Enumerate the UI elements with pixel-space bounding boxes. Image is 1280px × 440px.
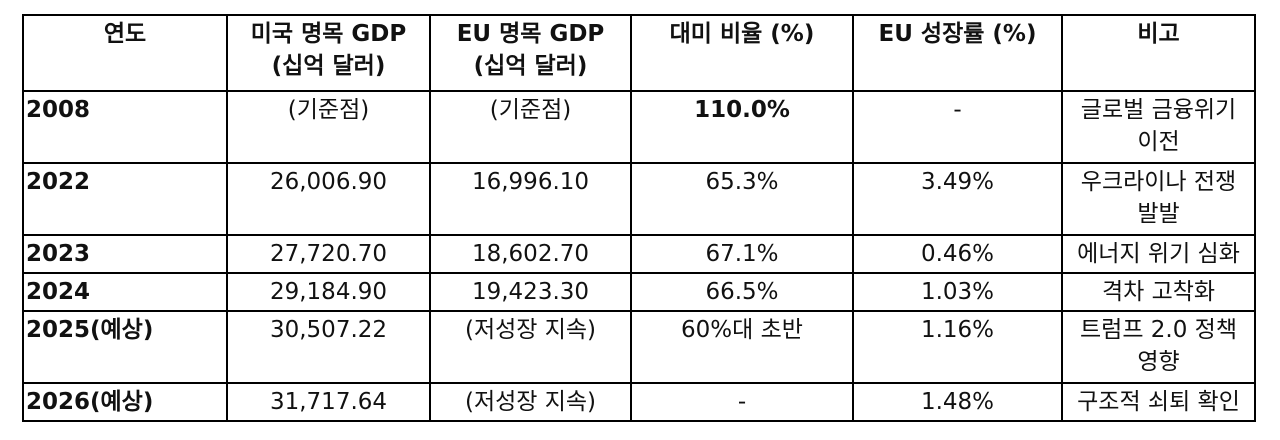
ratio-cell: 66.5% xyxy=(630,272,854,312)
header-us-gdp-label: 미국 명목 GDP xyxy=(250,21,407,47)
eu-gdp-cell: 16,996.10 xyxy=(429,162,632,236)
growth-cell: 1.48% xyxy=(852,382,1063,422)
header-note-label: 비고 xyxy=(1137,21,1180,47)
header-us-gdp: 미국 명목 GDP (십억 달러) xyxy=(226,14,431,92)
note-cell: 글로벌 금융위기 이전 xyxy=(1061,90,1256,164)
growth-cell: - xyxy=(852,90,1063,164)
year-cell: 2024 xyxy=(22,272,228,312)
header-row: 연도 미국 명목 GDP (십억 달러) EU 명목 GDP (십억 달러) 대… xyxy=(22,14,1256,92)
us-gdp-cell: (기준점) xyxy=(226,90,431,164)
table-row: 2025(예상) 30,507.22 (저성장 지속) 60%대 초반 1.16… xyxy=(22,310,1256,384)
note-cell: 구조적 쇠퇴 확인 xyxy=(1061,382,1256,422)
note-cell: 트럼프 2.0 정책 영향 xyxy=(1061,310,1256,384)
header-year-label: 연도 xyxy=(103,21,147,47)
growth-cell: 0.46% xyxy=(852,234,1063,274)
header-eu-gdp-label: EU 명목 GDP xyxy=(456,21,605,47)
header-ratio: 대미 비율 (%) xyxy=(630,14,854,92)
growth-cell: 1.03% xyxy=(852,272,1063,312)
table-row: 2022 26,006.90 16,996.10 65.3% 3.49% 우크라… xyxy=(22,162,1256,236)
note-cell: 격차 고착화 xyxy=(1061,272,1256,312)
header-note: 비고 xyxy=(1061,14,1256,92)
header-eu-gdp: EU 명목 GDP (십억 달러) xyxy=(429,14,632,92)
us-gdp-cell: 30,507.22 xyxy=(226,310,431,384)
header-ratio-label: 대미 비율 (%) xyxy=(669,21,815,47)
table-row: 2024 29,184.90 19,423.30 66.5% 1.03% 격차 … xyxy=(22,272,1256,312)
year-cell: 2025(예상) xyxy=(22,310,228,384)
table-row: 2026(예상) 31,717.64 (저성장 지속) - 1.48% 구조적 … xyxy=(22,382,1256,422)
ratio-cell: - xyxy=(630,382,854,422)
us-gdp-cell: 29,184.90 xyxy=(226,272,431,312)
year-cell: 2022 xyxy=(22,162,228,236)
us-gdp-cell: 27,720.70 xyxy=(226,234,431,274)
header-growth: EU 성장률 (%) xyxy=(852,14,1063,92)
header-growth-label: EU 성장률 (%) xyxy=(878,21,1037,47)
growth-cell: 3.49% xyxy=(852,162,1063,236)
ratio-cell: 110.0% xyxy=(630,90,854,164)
growth-cell: 1.16% xyxy=(852,310,1063,384)
eu-gdp-cell: 19,423.30 xyxy=(429,272,632,312)
ratio-cell: 67.1% xyxy=(630,234,854,274)
year-cell: 2008 xyxy=(22,90,228,164)
table-row: 2008 (기준점) (기준점) 110.0% - 글로벌 금융위기 이전 xyxy=(22,90,1256,164)
us-gdp-cell: 26,006.90 xyxy=(226,162,431,236)
eu-gdp-cell: 18,602.70 xyxy=(429,234,632,274)
gdp-comparison-table: 연도 미국 명목 GDP (십억 달러) EU 명목 GDP (십억 달러) 대… xyxy=(22,14,1256,422)
year-cell: 2026(예상) xyxy=(22,382,228,422)
eu-gdp-cell: (기준점) xyxy=(429,90,632,164)
note-cell: 우크라이나 전쟁 발발 xyxy=(1061,162,1256,236)
eu-gdp-cell: (저성장 지속) xyxy=(429,310,632,384)
note-cell: 에너지 위기 심화 xyxy=(1061,234,1256,274)
header-us-gdp-unit: (십억 달러) xyxy=(271,53,386,79)
header-eu-gdp-unit: (십억 달러) xyxy=(473,53,588,79)
us-gdp-cell: 31,717.64 xyxy=(226,382,431,422)
ratio-cell: 65.3% xyxy=(630,162,854,236)
eu-gdp-cell: (저성장 지속) xyxy=(429,382,632,422)
ratio-cell: 60%대 초반 xyxy=(630,310,854,384)
table-row: 2023 27,720.70 18,602.70 67.1% 0.46% 에너지… xyxy=(22,234,1256,274)
year-cell: 2023 xyxy=(22,234,228,274)
header-year: 연도 xyxy=(22,14,228,92)
